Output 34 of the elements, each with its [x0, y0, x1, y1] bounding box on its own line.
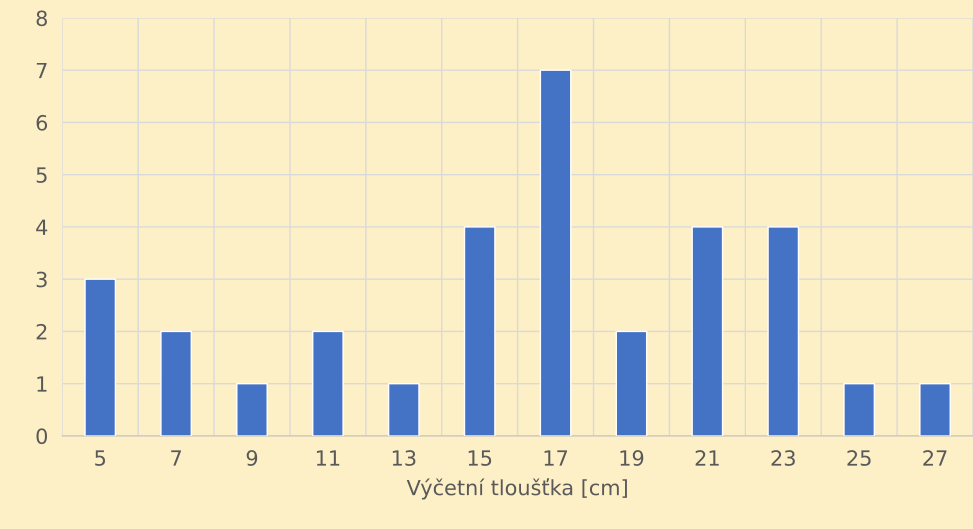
x-tick-label: 9 [246, 450, 258, 466]
x-axis-title: Výčetní tloušťka [cm] [406, 478, 627, 500]
bar [691, 226, 724, 436]
x-tick-label: 11 [316, 450, 340, 466]
bar [236, 382, 268, 436]
bar [160, 330, 192, 436]
x-tick-label: 7 [171, 450, 181, 466]
x-tick-label: 15 [468, 450, 492, 466]
bar [843, 382, 876, 436]
bar [919, 382, 951, 436]
x-tick-label: 23 [772, 450, 795, 466]
x-tick-label: 5 [95, 450, 106, 466]
bar [616, 330, 648, 436]
x-tick-label: 13 [392, 450, 416, 466]
y-tick-label: 8 [36, 10, 47, 26]
y-tick-label: 5 [36, 167, 47, 183]
y-tick-label: 7 [36, 62, 47, 78]
x-tick-label: 17 [544, 450, 568, 466]
y-tick-label: 2 [36, 324, 46, 340]
x-tick-label: 25 [847, 450, 871, 466]
bar [388, 382, 420, 436]
y-tick-label: 3 [36, 272, 47, 288]
y-tick-label: 4 [36, 220, 48, 235]
y-tick-label: 6 [36, 114, 48, 131]
bar [767, 226, 800, 436]
y-tick-label: 0 [36, 428, 47, 444]
y-tick-label: 1 [37, 376, 46, 392]
x-tick-label: 21 [696, 450, 719, 466]
x-tick-label: 19 [620, 450, 644, 466]
bar [464, 226, 496, 436]
bar [312, 330, 344, 436]
x-tick-label: 27 [923, 450, 947, 466]
bar [540, 70, 572, 436]
bar [84, 278, 116, 436]
